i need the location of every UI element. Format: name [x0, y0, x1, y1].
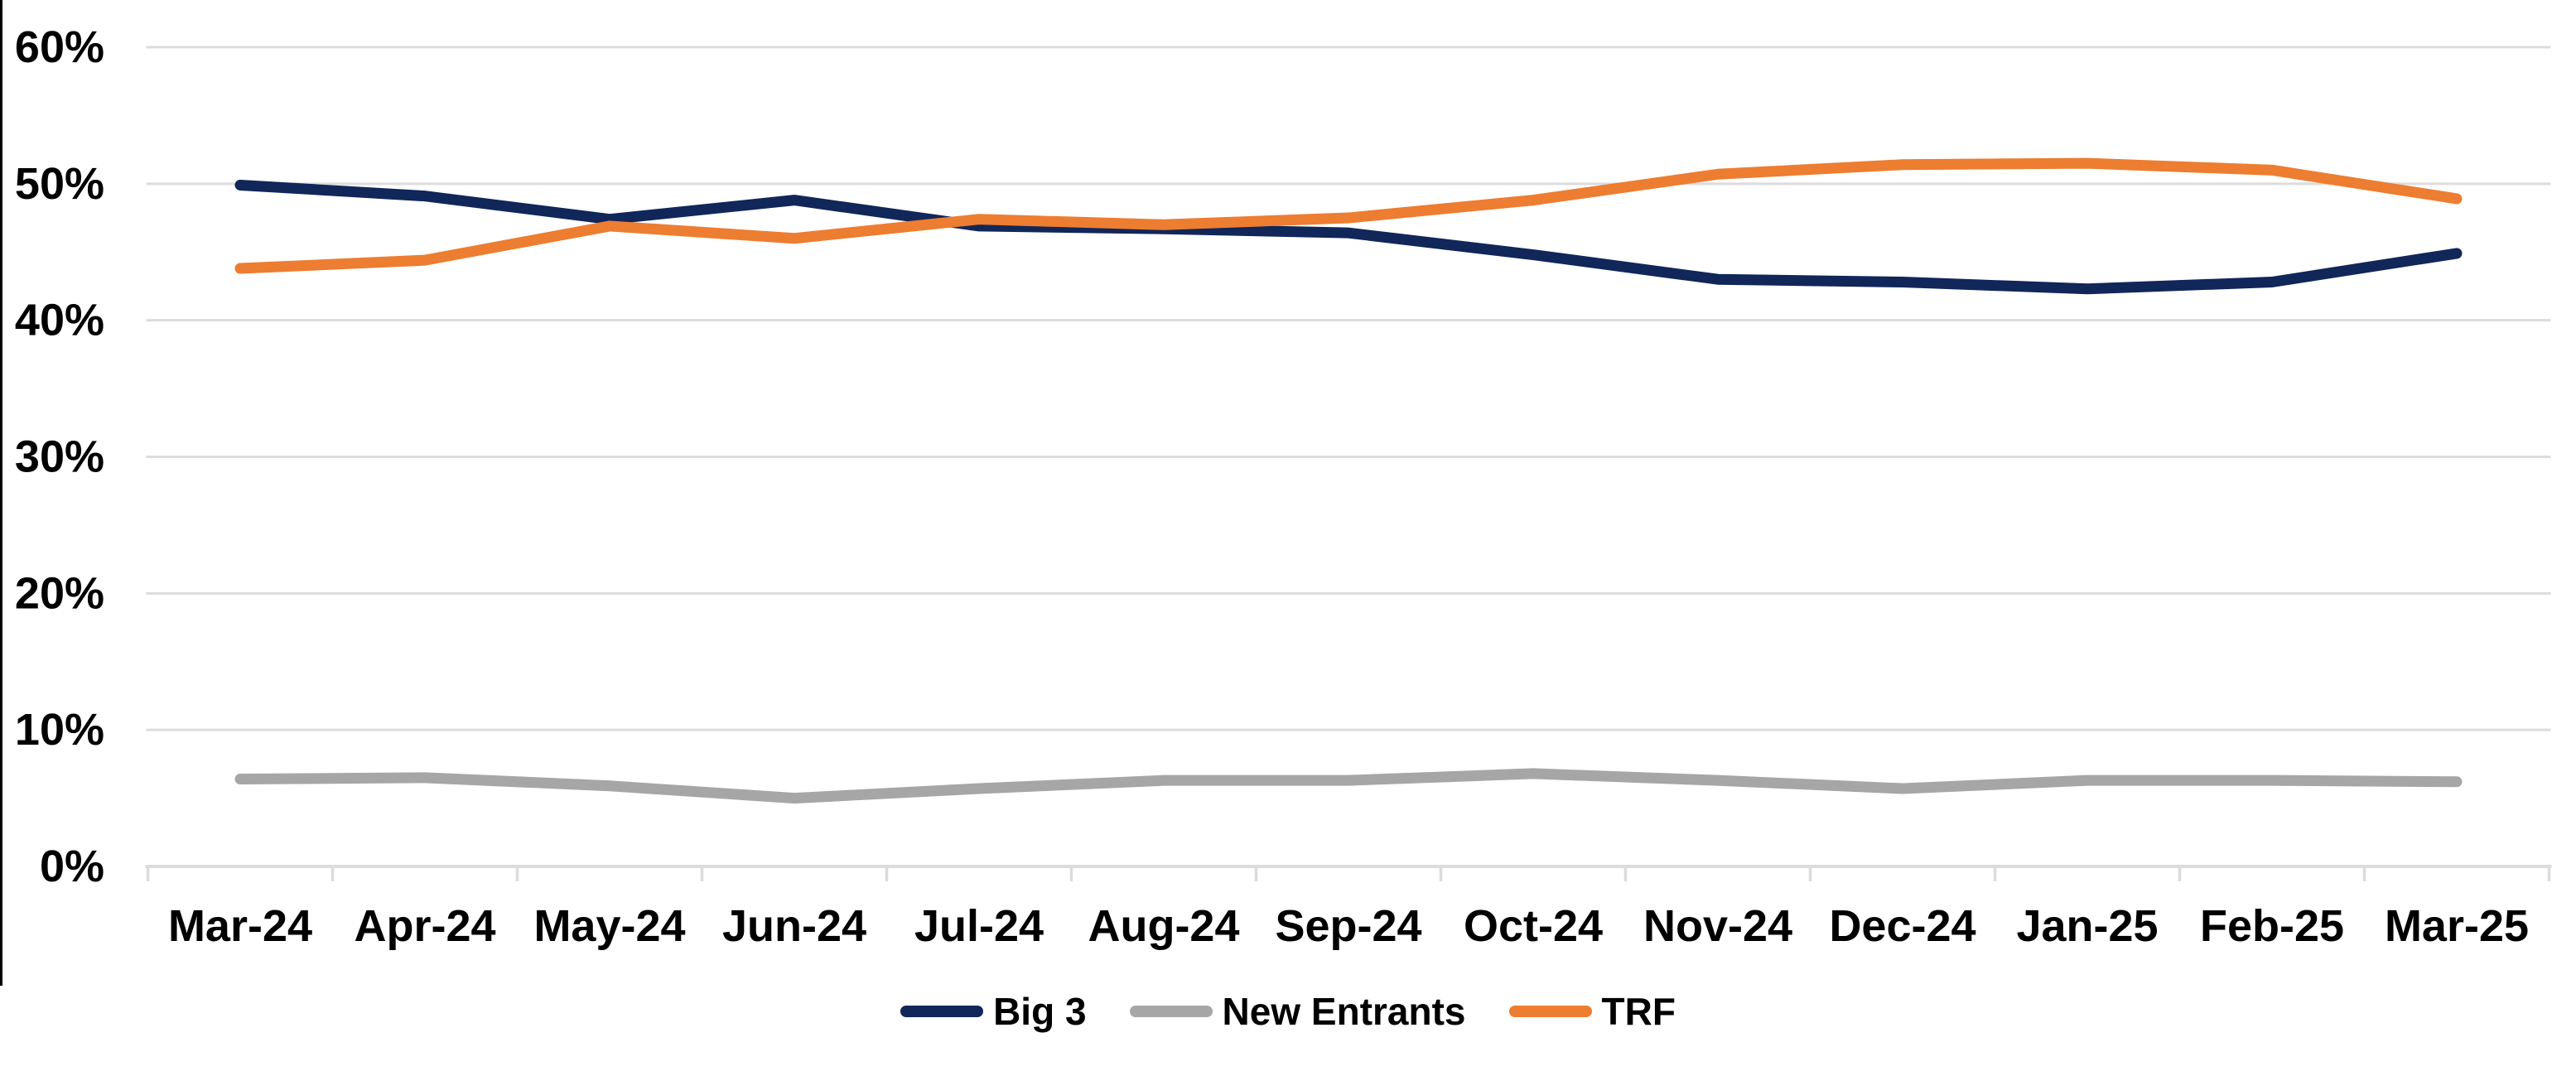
series-line-big-3	[234, 179, 2463, 295]
x-tick-label-Oct-24: Oct-24	[1464, 901, 1603, 951]
gridlines	[146, 46, 2551, 731]
x-tick-label-Jan-25: Jan-25	[2016, 901, 2158, 951]
new-entrants-line-swatch-icon	[1129, 1006, 1213, 1018]
series-line-trf	[234, 157, 2463, 274]
big3-line-swatch-icon	[900, 1006, 984, 1018]
x-tick-label-Jun-24: Jun-24	[722, 901, 866, 951]
chart-legend: Big 3 New Entrants TRF	[0, 991, 2576, 1033]
x-tick-label-Feb-25: Feb-25	[2200, 901, 2344, 951]
x-axis-line-and-ticks	[145, 865, 2552, 881]
x-tick-label-Mar-24: Mar-24	[168, 901, 312, 951]
legend-item-trf: TRF	[1508, 990, 1676, 1033]
series-line-new-entrants	[234, 768, 2463, 804]
legend-label-big3: Big 3	[993, 990, 1087, 1033]
x-tick-label-May-24: May-24	[533, 901, 685, 951]
legend-label-trf: TRF	[1601, 990, 1676, 1033]
y-tick-label-50%: 50%	[15, 159, 104, 209]
x-axis-labels: Mar-24 Apr-24 May-24 Jun-24 Jul-24 Aug-24 Sep-…	[168, 901, 2529, 951]
legend-item-new-entrants: New Entrants	[1129, 990, 1466, 1033]
chart-left-border	[0, 0, 2, 986]
x-tick-label-Apr-24: Apr-24	[354, 901, 495, 951]
y-tick-label-20%: 20%	[15, 568, 104, 618]
legend-item-big3: Big 3	[900, 990, 1087, 1033]
trf-line-swatch-icon	[1508, 1006, 1592, 1018]
x-tick-label-Mar-25: Mar-25	[2385, 901, 2529, 951]
y-tick-label-30%: 30%	[15, 432, 104, 482]
x-tick-label-Aug-24: Aug-24	[1088, 901, 1239, 951]
legend-label-new-entrants: New Entrants	[1222, 990, 1466, 1033]
y-tick-label-60%: 60%	[15, 22, 104, 72]
x-tick-label-Jul-24: Jul-24	[914, 901, 1044, 951]
data-series-lines	[234, 157, 2463, 804]
x-tick-label-Dec-24: Dec-24	[1829, 901, 1975, 951]
x-tick-label-Nov-24: Nov-24	[1643, 901, 1792, 951]
x-tick-label-Sep-24: Sep-24	[1275, 901, 1421, 951]
y-axis-labels: 0% 10% 20% 30% 40% 50% 60%	[15, 22, 104, 891]
y-tick-label-40%: 40%	[15, 296, 104, 345]
y-tick-label-10%: 10%	[15, 705, 104, 755]
y-tick-label-0%: 0%	[40, 842, 104, 891]
